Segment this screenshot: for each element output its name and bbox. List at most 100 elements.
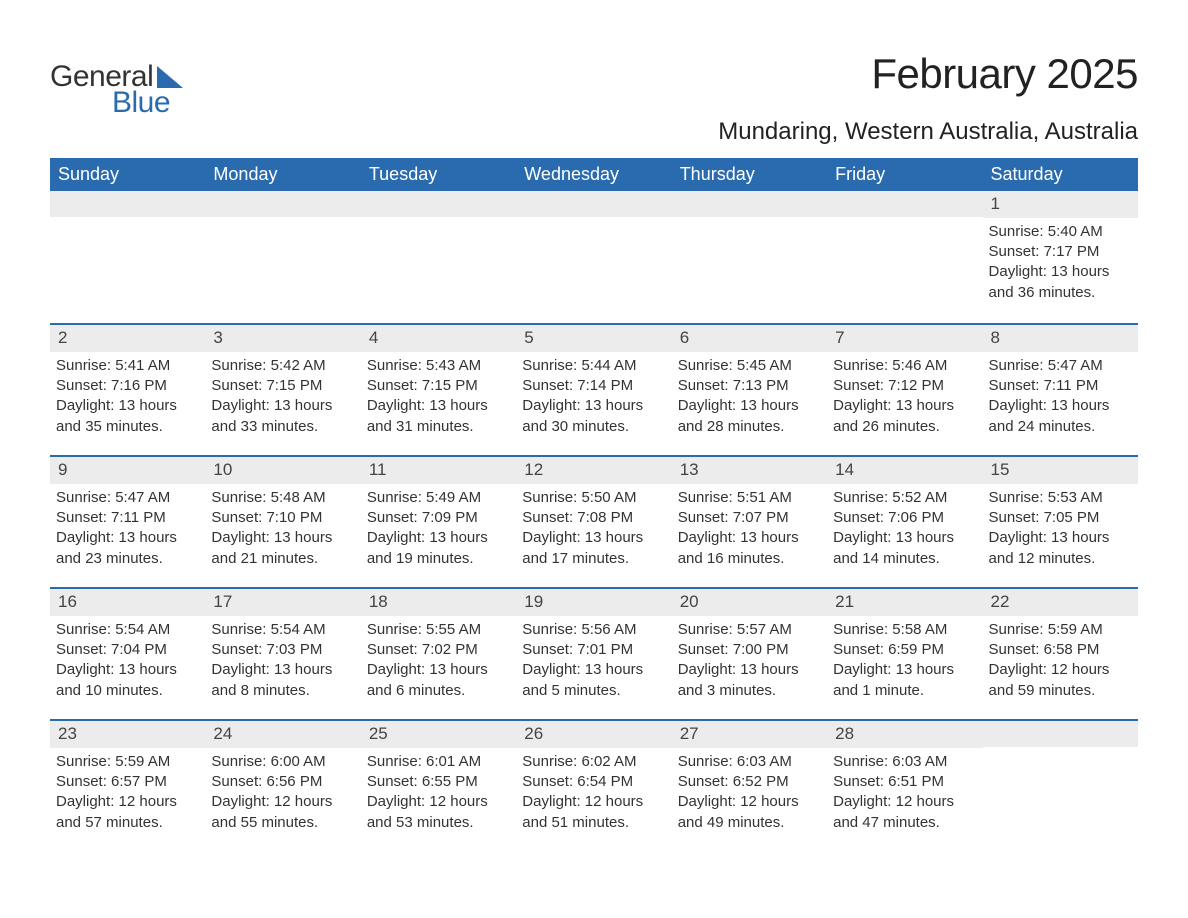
day-day1-text: Daylight: 13 hours xyxy=(56,396,199,416)
day-number: 17 xyxy=(205,589,360,616)
day-day2-text: and 36 minutes. xyxy=(989,283,1132,303)
day-cell: 17Sunrise: 5:54 AMSunset: 7:03 PMDayligh… xyxy=(205,589,360,719)
day-day1-text: Daylight: 13 hours xyxy=(989,396,1132,416)
day-day1-text: Daylight: 13 hours xyxy=(833,528,976,548)
day-sunset-text: Sunset: 7:15 PM xyxy=(211,376,354,396)
day-number: 10 xyxy=(205,457,360,484)
day-sunset-text: Sunset: 7:12 PM xyxy=(833,376,976,396)
day-number: 26 xyxy=(516,721,671,748)
day-number xyxy=(50,191,205,217)
day-sunrise-text: Sunrise: 5:54 AM xyxy=(211,620,354,640)
day-sunrise-text: Sunrise: 5:42 AM xyxy=(211,356,354,376)
day-cell: 28Sunrise: 6:03 AMSunset: 6:51 PMDayligh… xyxy=(827,721,982,851)
day-cell xyxy=(672,191,827,323)
day-cell: 9Sunrise: 5:47 AMSunset: 7:11 PMDaylight… xyxy=(50,457,205,587)
day-sunset-text: Sunset: 7:17 PM xyxy=(989,242,1132,262)
logo-triangle-icon xyxy=(157,66,183,88)
day-sunrise-text: Sunrise: 5:49 AM xyxy=(367,488,510,508)
day-number: 3 xyxy=(205,325,360,352)
day-day2-text: and 53 minutes. xyxy=(367,813,510,833)
day-sunset-text: Sunset: 6:52 PM xyxy=(678,772,821,792)
day-number xyxy=(672,191,827,217)
day-number: 25 xyxy=(361,721,516,748)
day-day1-text: Daylight: 12 hours xyxy=(833,792,976,812)
day-day2-text: and 12 minutes. xyxy=(989,549,1132,569)
day-cell: 2Sunrise: 5:41 AMSunset: 7:16 PMDaylight… xyxy=(50,325,205,455)
day-day2-text: and 59 minutes. xyxy=(989,681,1132,701)
day-day2-text: and 55 minutes. xyxy=(211,813,354,833)
day-cell: 12Sunrise: 5:50 AMSunset: 7:08 PMDayligh… xyxy=(516,457,671,587)
day-sunset-text: Sunset: 7:02 PM xyxy=(367,640,510,660)
month-title: February 2025 xyxy=(718,50,1138,98)
week-row: 16Sunrise: 5:54 AMSunset: 7:04 PMDayligh… xyxy=(50,587,1138,719)
day-cell: 7Sunrise: 5:46 AMSunset: 7:12 PMDaylight… xyxy=(827,325,982,455)
day-sunrise-text: Sunrise: 5:59 AM xyxy=(56,752,199,772)
day-cell: 15Sunrise: 5:53 AMSunset: 7:05 PMDayligh… xyxy=(983,457,1138,587)
day-sunset-text: Sunset: 7:08 PM xyxy=(522,508,665,528)
day-day1-text: Daylight: 13 hours xyxy=(678,528,821,548)
header: General Blue February 2025 Mundaring, We… xyxy=(50,50,1138,146)
day-sunset-text: Sunset: 6:56 PM xyxy=(211,772,354,792)
dow-header-cell: Tuesday xyxy=(361,158,516,191)
day-sunrise-text: Sunrise: 5:57 AM xyxy=(678,620,821,640)
day-number xyxy=(361,191,516,217)
day-day2-text: and 35 minutes. xyxy=(56,417,199,437)
weeks-container: 1Sunrise: 5:40 AMSunset: 7:17 PMDaylight… xyxy=(50,191,1138,851)
day-sunrise-text: Sunrise: 5:55 AM xyxy=(367,620,510,640)
day-sunrise-text: Sunrise: 5:45 AM xyxy=(678,356,821,376)
day-cell: 5Sunrise: 5:44 AMSunset: 7:14 PMDaylight… xyxy=(516,325,671,455)
day-sunset-text: Sunset: 6:57 PM xyxy=(56,772,199,792)
day-sunrise-text: Sunrise: 5:53 AM xyxy=(989,488,1132,508)
day-cell xyxy=(827,191,982,323)
day-number: 14 xyxy=(827,457,982,484)
day-cell: 8Sunrise: 5:47 AMSunset: 7:11 PMDaylight… xyxy=(983,325,1138,455)
day-cell: 1Sunrise: 5:40 AMSunset: 7:17 PMDaylight… xyxy=(983,191,1138,323)
calendar: SundayMondayTuesdayWednesdayThursdayFrid… xyxy=(50,158,1138,851)
day-number: 11 xyxy=(361,457,516,484)
day-day2-text: and 57 minutes. xyxy=(56,813,199,833)
day-day2-text: and 28 minutes. xyxy=(678,417,821,437)
day-day1-text: Daylight: 13 hours xyxy=(211,528,354,548)
day-sunrise-text: Sunrise: 5:46 AM xyxy=(833,356,976,376)
day-day1-text: Daylight: 13 hours xyxy=(367,396,510,416)
day-day2-text: and 5 minutes. xyxy=(522,681,665,701)
day-number: 24 xyxy=(205,721,360,748)
day-day2-text: and 3 minutes. xyxy=(678,681,821,701)
day-sunrise-text: Sunrise: 5:47 AM xyxy=(56,488,199,508)
day-number: 16 xyxy=(50,589,205,616)
day-cell: 13Sunrise: 5:51 AMSunset: 7:07 PMDayligh… xyxy=(672,457,827,587)
dow-header-cell: Sunday xyxy=(50,158,205,191)
day-sunset-text: Sunset: 7:14 PM xyxy=(522,376,665,396)
day-day1-text: Daylight: 12 hours xyxy=(56,792,199,812)
day-sunset-text: Sunset: 7:10 PM xyxy=(211,508,354,528)
day-sunrise-text: Sunrise: 5:56 AM xyxy=(522,620,665,640)
day-number: 1 xyxy=(983,191,1138,218)
day-number: 19 xyxy=(516,589,671,616)
day-sunset-text: Sunset: 6:51 PM xyxy=(833,772,976,792)
day-day1-text: Daylight: 12 hours xyxy=(678,792,821,812)
day-day1-text: Daylight: 12 hours xyxy=(522,792,665,812)
day-number: 20 xyxy=(672,589,827,616)
day-number xyxy=(983,721,1138,747)
day-number: 2 xyxy=(50,325,205,352)
dow-header-cell: Saturday xyxy=(983,158,1138,191)
day-sunrise-text: Sunrise: 5:43 AM xyxy=(367,356,510,376)
day-number: 9 xyxy=(50,457,205,484)
dow-header-cell: Thursday xyxy=(672,158,827,191)
day-day2-text: and 31 minutes. xyxy=(367,417,510,437)
dow-header-cell: Wednesday xyxy=(516,158,671,191)
day-day1-text: Daylight: 13 hours xyxy=(367,660,510,680)
day-day1-text: Daylight: 13 hours xyxy=(56,528,199,548)
week-row: 2Sunrise: 5:41 AMSunset: 7:16 PMDaylight… xyxy=(50,323,1138,455)
day-sunrise-text: Sunrise: 5:47 AM xyxy=(989,356,1132,376)
day-cell: 19Sunrise: 5:56 AMSunset: 7:01 PMDayligh… xyxy=(516,589,671,719)
day-cell xyxy=(361,191,516,323)
logo-text-blue: Blue xyxy=(112,86,170,120)
day-number: 8 xyxy=(983,325,1138,352)
day-cell: 10Sunrise: 5:48 AMSunset: 7:10 PMDayligh… xyxy=(205,457,360,587)
day-cell: 4Sunrise: 5:43 AMSunset: 7:15 PMDaylight… xyxy=(361,325,516,455)
day-sunset-text: Sunset: 7:01 PM xyxy=(522,640,665,660)
day-number: 5 xyxy=(516,325,671,352)
day-day2-text: and 8 minutes. xyxy=(211,681,354,701)
day-day2-text: and 19 minutes. xyxy=(367,549,510,569)
